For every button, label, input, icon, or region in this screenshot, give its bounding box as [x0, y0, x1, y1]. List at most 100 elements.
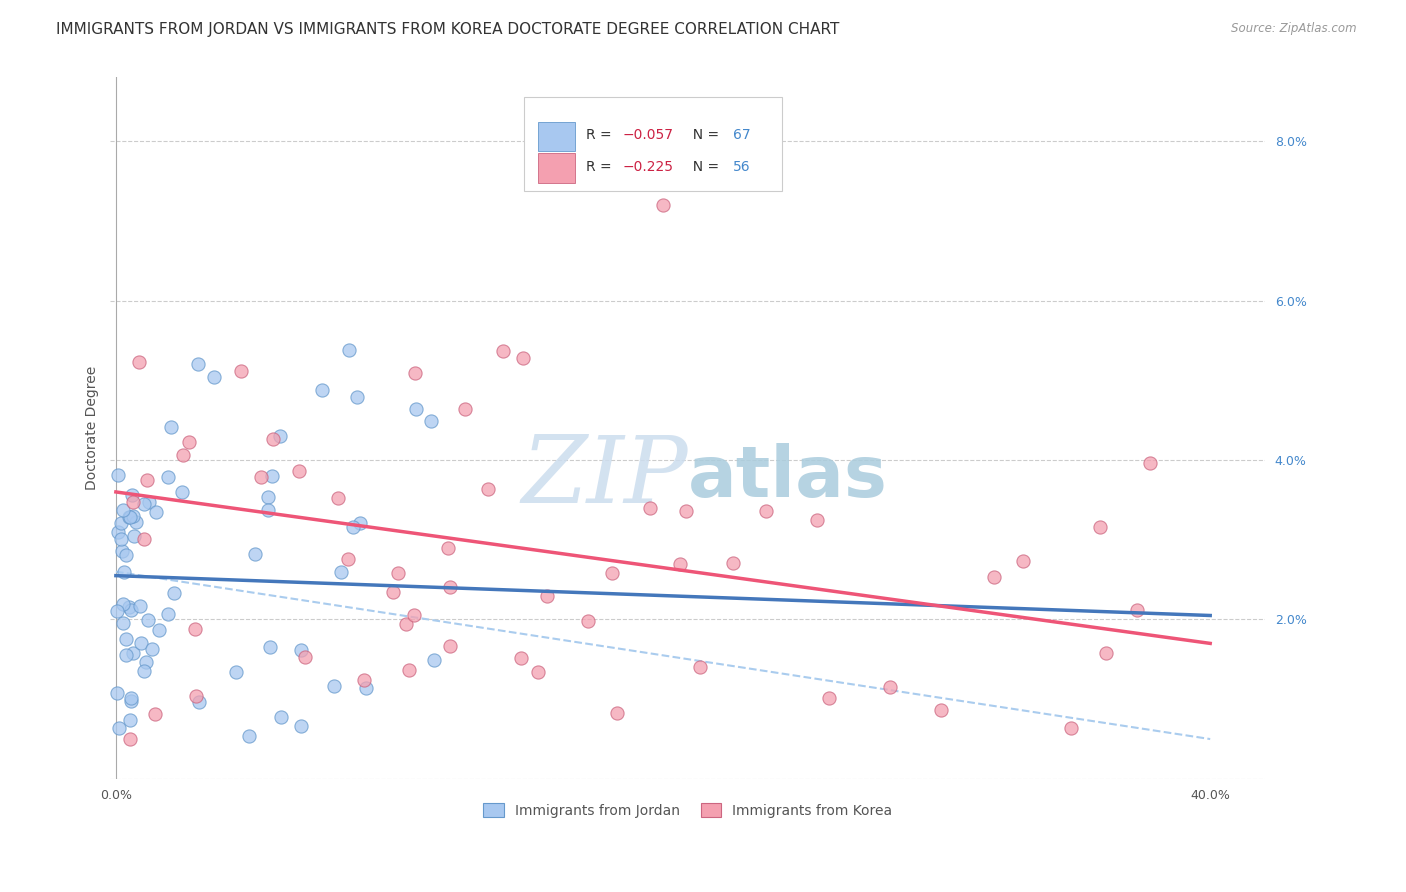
Point: [122, 508, 145, 523]
Point: [124, 529, 146, 543]
Point: [1011, 554, 1033, 568]
Point: [405, 401, 427, 416]
Point: [129, 599, 152, 614]
Point: [107, 468, 129, 483]
Point: [111, 597, 134, 611]
Point: [879, 680, 901, 694]
Point: [170, 484, 193, 499]
Point: [346, 391, 368, 405]
Point: [576, 614, 599, 628]
Point: [120, 691, 142, 706]
Point: [157, 607, 180, 621]
Point: [172, 448, 194, 462]
Point: [118, 509, 141, 524]
Point: [148, 623, 170, 637]
Point: [675, 504, 697, 518]
Point: [110, 543, 132, 558]
Point: [602, 566, 624, 580]
Point: [349, 516, 371, 531]
Point: [145, 505, 167, 519]
Point: [422, 653, 444, 667]
Point: [437, 541, 460, 555]
Point: [269, 429, 291, 443]
Text: ZIP: ZIP: [522, 433, 688, 523]
Text: IMMIGRANTS FROM JORDAN VS IMMIGRANTS FROM KOREA DOCTORATE DEGREE CORRELATION CHA: IMMIGRANTS FROM JORDAN VS IMMIGRANTS FRO…: [56, 22, 839, 37]
Point: [115, 648, 138, 663]
Point: [382, 584, 405, 599]
Bar: [537, 121, 575, 151]
Point: [117, 600, 139, 615]
Point: [323, 679, 346, 693]
Point: [202, 369, 225, 384]
Point: [163, 586, 186, 600]
Point: [262, 433, 284, 447]
Point: [120, 603, 142, 617]
Point: [439, 580, 461, 594]
Point: [132, 532, 155, 546]
Point: [256, 490, 278, 504]
Point: [1060, 721, 1083, 735]
Point: [121, 646, 143, 660]
Point: [512, 351, 534, 366]
Text: N =: N =: [685, 160, 724, 174]
Point: [356, 681, 378, 695]
Text: R =: R =: [586, 128, 616, 142]
Point: [1139, 456, 1161, 470]
Point: [260, 469, 283, 483]
Point: [186, 690, 208, 704]
Point: [817, 691, 839, 706]
Point: [257, 503, 280, 517]
Point: [1126, 603, 1149, 617]
Point: [806, 513, 828, 527]
Point: [1094, 646, 1116, 660]
Point: [120, 713, 142, 727]
Point: [160, 420, 183, 434]
Point: [419, 414, 441, 428]
Point: [184, 622, 207, 636]
Point: [108, 721, 131, 735]
Point: [110, 516, 132, 530]
Point: [231, 364, 253, 378]
Point: [143, 707, 166, 722]
Point: [290, 718, 312, 732]
Point: [290, 642, 312, 657]
Point: [135, 655, 157, 669]
Point: [107, 525, 129, 540]
Point: [337, 343, 360, 358]
Point: [121, 494, 143, 508]
Point: [454, 402, 477, 417]
Point: [510, 651, 533, 665]
Point: [398, 663, 420, 677]
Point: [404, 607, 426, 622]
Text: 67: 67: [733, 128, 751, 142]
Point: [110, 532, 132, 546]
Point: [326, 491, 349, 506]
Point: [404, 366, 426, 380]
Legend: Immigrants from Jordan, Immigrants from Korea: Immigrants from Jordan, Immigrants from …: [475, 796, 900, 824]
Point: [129, 636, 152, 650]
Point: [669, 557, 692, 571]
FancyBboxPatch shape: [523, 97, 782, 191]
Point: [112, 616, 135, 631]
Text: −0.225: −0.225: [623, 160, 673, 174]
Point: [225, 665, 247, 679]
Y-axis label: Doctorate Degree: Doctorate Degree: [86, 366, 100, 491]
Point: [387, 566, 409, 581]
Point: [336, 552, 359, 566]
Text: −0.057: −0.057: [623, 128, 673, 142]
Point: [177, 435, 200, 450]
Bar: [537, 153, 575, 183]
Point: [118, 509, 141, 524]
Point: [141, 641, 163, 656]
Text: 56: 56: [733, 160, 751, 174]
Point: [395, 617, 418, 632]
Point: [638, 501, 661, 516]
Point: [120, 694, 142, 708]
Point: [105, 686, 128, 700]
Point: [121, 488, 143, 502]
Text: N =: N =: [685, 128, 724, 142]
Point: [353, 673, 375, 688]
Point: [606, 706, 628, 721]
Point: [294, 649, 316, 664]
Point: [128, 355, 150, 369]
